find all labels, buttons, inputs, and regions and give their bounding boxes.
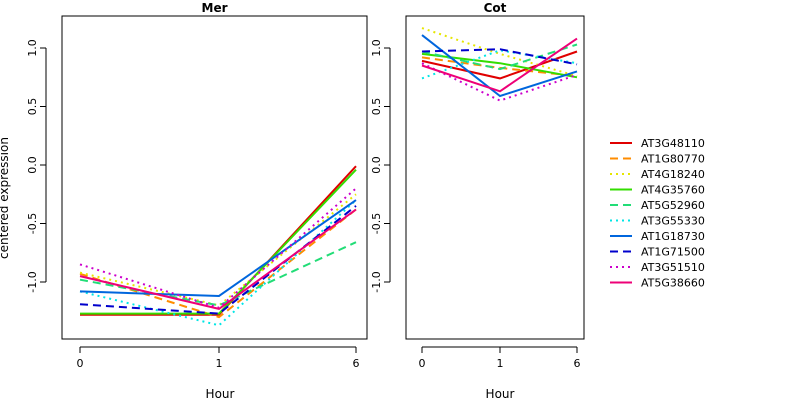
x-tick-label: 6 — [353, 357, 360, 370]
series-line-cot-at1g71500 — [421, 48, 578, 66]
series-line-cot-at5g38660 — [421, 37, 578, 93]
y-tick-label: -1.0 — [26, 271, 39, 292]
series-line-mer-at4g35760 — [80, 169, 357, 315]
series-line-mer-at3g51510 — [79, 187, 357, 309]
series-line-cot-at5g52960 — [421, 43, 578, 71]
panel-mer-frame — [61, 15, 368, 340]
y-tick-label-cot: 0.0 — [370, 156, 383, 174]
series-line-mer-at1g80770 — [79, 208, 357, 319]
series-line-mer-at3g48110 — [80, 165, 357, 316]
legend-label: AT3G48110 — [641, 137, 705, 150]
legend-label: AT1G71500 — [641, 246, 705, 259]
x-tick-label: 6 — [574, 357, 581, 370]
y-axis-title: centered expression — [0, 137, 11, 259]
legend-label: AT5G38660 — [641, 277, 705, 290]
legend-label: AT4G18240 — [641, 168, 705, 181]
legend-label: AT3G55330 — [641, 215, 705, 228]
legend-label: AT3G51510 — [641, 261, 705, 274]
panel-cot-title: Cot — [484, 1, 507, 15]
series-line-cot-at3g48110 — [421, 50, 578, 80]
x-axis-title-cot: Hour — [486, 387, 515, 400]
x-tick-label: 1 — [497, 357, 504, 370]
y-tick-label-cot: 0.5 — [370, 98, 383, 116]
y-tick-label-cot: -0.5 — [370, 213, 383, 234]
legend-label: AT5G52960 — [641, 199, 705, 212]
x-tick-label: 0 — [77, 357, 84, 370]
legend-label: AT1G18730 — [641, 230, 705, 243]
y-tick-label: -0.5 — [26, 213, 39, 234]
y-tick-label: 0.5 — [26, 98, 39, 116]
panel-cot-frame — [405, 15, 585, 340]
y-tick-label: 1.0 — [26, 39, 39, 57]
series-line-cot-at1g18730 — [421, 34, 578, 98]
y-tick-label-cot: 1.0 — [370, 39, 383, 57]
series-line-mer-at1g71500 — [79, 205, 357, 315]
x-tick-label: 0 — [419, 357, 426, 370]
legend-label: AT1G80770 — [641, 153, 705, 166]
panel-mer-title: Mer — [202, 1, 228, 15]
y-tick-label-cot: -1.0 — [370, 271, 383, 292]
series-layer — [79, 27, 578, 327]
series-line-mer-at5g52960 — [79, 241, 357, 307]
legend-label: AT4G35760 — [641, 184, 705, 197]
x-tick-label: 1 — [216, 357, 223, 370]
y-tick-label: 0.0 — [26, 156, 39, 174]
axes: -1.0 -0.5 0.0 0.5 1.0 -1.0 -0.5 0.0 0.5 1.0 0 1 6 0 1 6 — [26, 39, 581, 370]
x-axis-title-mer: Hour — [206, 387, 235, 400]
series-line-mer-at5g38660 — [79, 208, 357, 310]
legend: AT3G48110 AT1G80770 AT4G18240 AT4G35760 AT5G… — [610, 137, 705, 290]
series-line-mer-at1g18730 — [79, 199, 357, 298]
